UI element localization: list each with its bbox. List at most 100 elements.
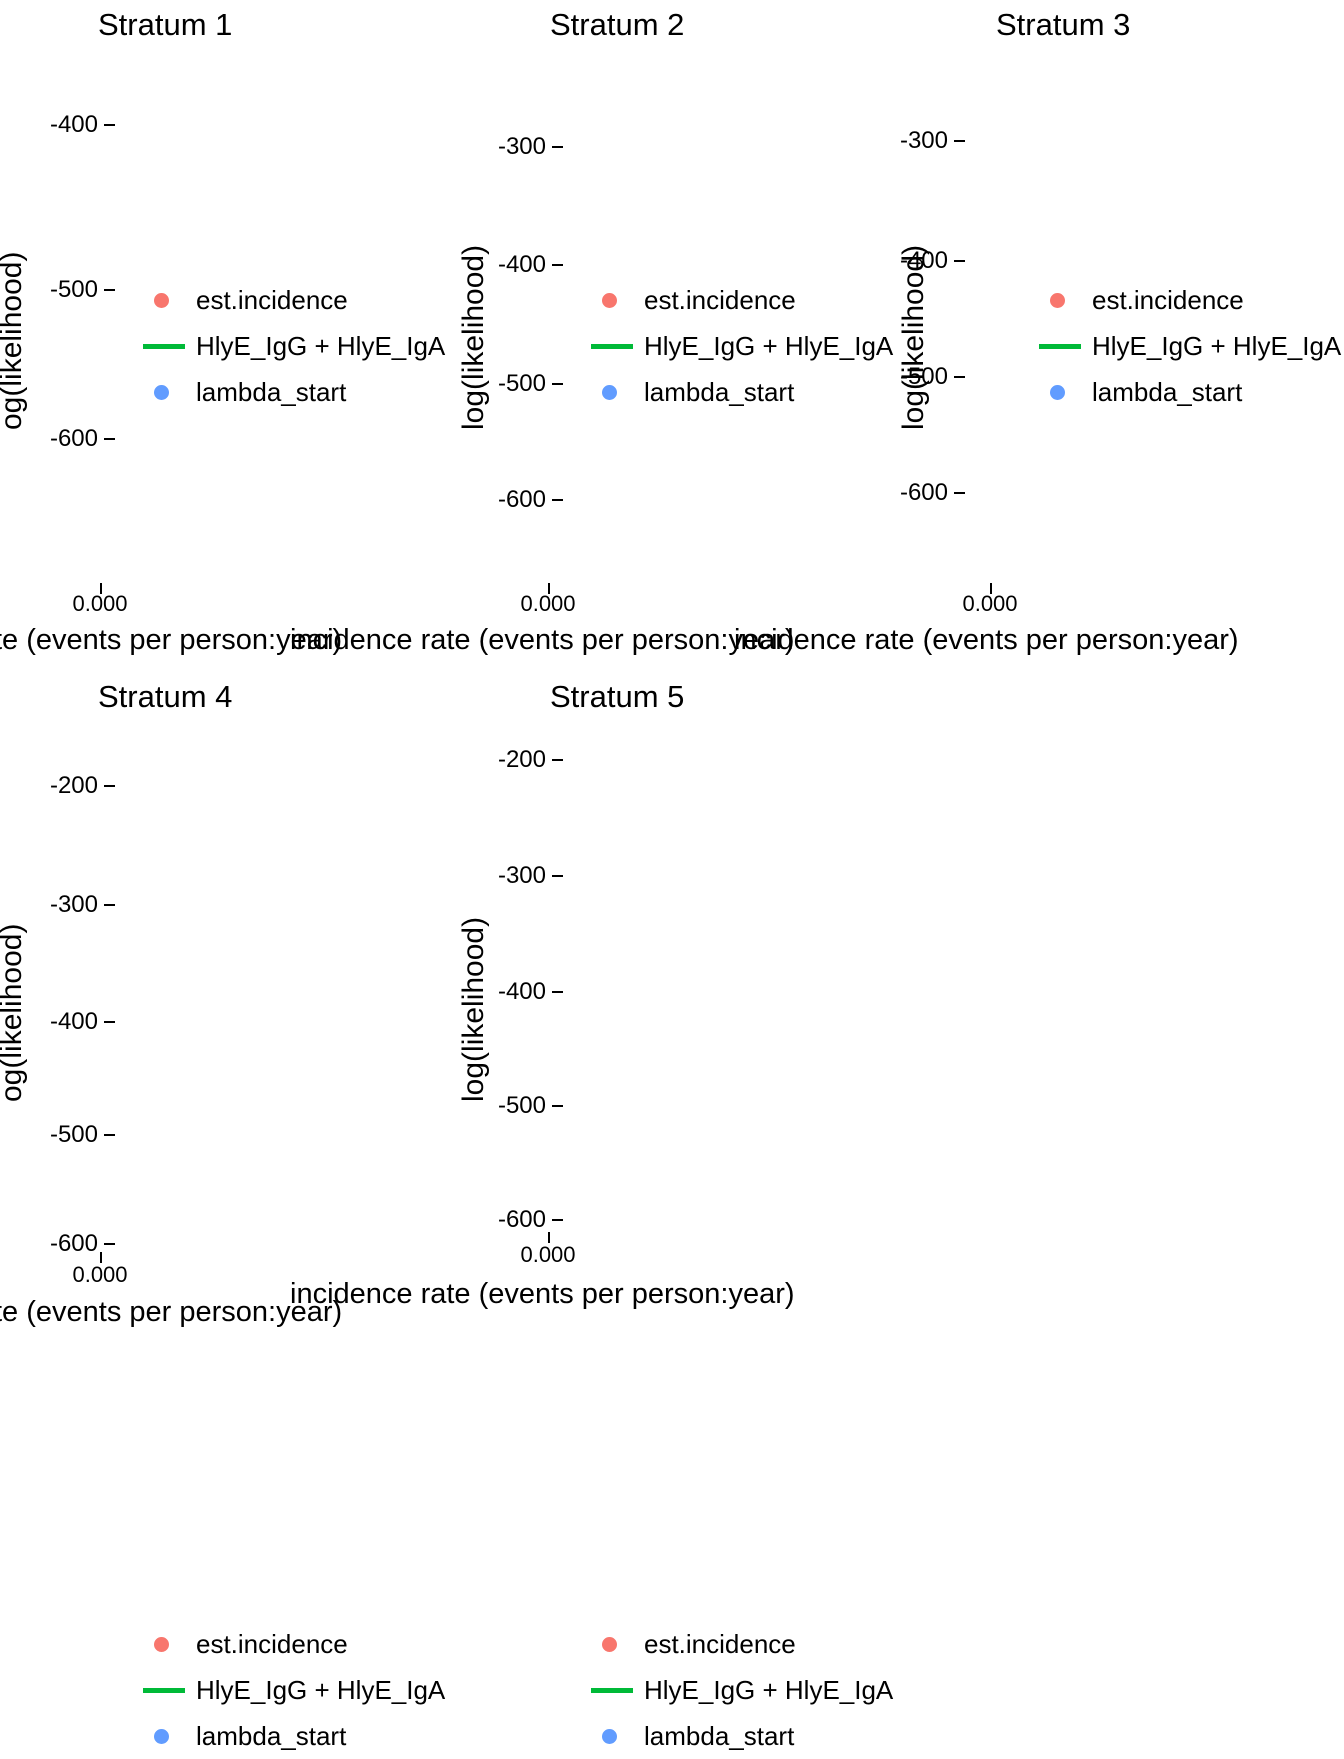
hlye-line-icon — [143, 1688, 185, 1693]
panel-stratum-4: Stratum 4 og(likelihood) -200 -300 -400 … — [0, 672, 448, 1750]
legend-label: HlyE_IgG + HlyE_IgA — [644, 331, 894, 361]
y-tick-label: -600 — [49, 425, 98, 452]
legend-label: HlyE_IgG + HlyE_IgA — [644, 1675, 894, 1705]
est-incidence-dot-icon — [602, 293, 617, 308]
hlye-line-icon — [591, 1688, 633, 1693]
y-tick-mark — [954, 492, 965, 494]
plot-area-stratum-1[interactable] — [118, 60, 448, 585]
legend-key — [140, 277, 186, 323]
x-tick-mark — [100, 1252, 102, 1263]
x-tick-label: 0.000 — [72, 1262, 128, 1287]
y-tick-label: -400 — [899, 247, 948, 274]
legend-key — [1036, 277, 1082, 323]
legend-label: est.incidence — [644, 285, 796, 315]
y-tick-mark — [552, 1105, 563, 1107]
x-axis-title-stratum-2: incidence rate (events per person:year) — [290, 624, 795, 656]
legend-key — [140, 323, 186, 369]
legend-label: lambda_start — [196, 1721, 347, 1751]
y-tick-mark — [104, 124, 115, 126]
y-tick-mark — [552, 499, 563, 501]
y-tick-mark — [104, 1021, 115, 1023]
y-tick-label: -500 — [497, 1092, 546, 1119]
x-tick-label: 0.000 — [520, 591, 576, 616]
y-tick-label: -300 — [497, 133, 546, 160]
y-tick-mark — [954, 260, 965, 262]
y-tick-label: -600 — [49, 1230, 98, 1257]
lambda-start-dot-icon — [154, 385, 169, 400]
legend-label: HlyE_IgG + HlyE_IgA — [196, 331, 446, 361]
panel-stratum-2: Stratum 2 log(likelihood) -300 -400 -500… — [290, 0, 896, 660]
y-tick-mark — [104, 785, 115, 787]
legend-label: HlyE_IgG + HlyE_IgA — [196, 1675, 446, 1705]
y-tick-label: -500 — [49, 276, 98, 303]
panel-stratum-5: Stratum 5 log(likelihood) -200 -300 -400… — [290, 672, 896, 1750]
y-tick-label: -300 — [497, 862, 546, 889]
legend-label: est.incidence — [644, 1629, 796, 1659]
plot-area-stratum-3[interactable] — [970, 60, 1344, 585]
legend-key — [1036, 369, 1082, 415]
y-tick-label: -200 — [49, 772, 98, 799]
y-tick-mark — [552, 264, 563, 266]
y-tick-label: -300 — [899, 127, 948, 154]
legend-key — [140, 369, 186, 415]
legend-label: lambda_start — [196, 377, 347, 407]
legend-label: lambda_start — [644, 1721, 795, 1751]
y-axis-title-stratum-5: log(likelihood) — [457, 916, 490, 1102]
y-tick-mark — [954, 140, 965, 142]
x-axis-title-stratum-4: te (events per person:year) — [0, 1296, 343, 1328]
plot-area-stratum-4[interactable] — [118, 732, 448, 1257]
est-incidence-dot-icon — [1050, 293, 1065, 308]
lambda-start-dot-icon — [602, 385, 617, 400]
y-tick-label: -400 — [49, 1008, 98, 1035]
legend-key — [1036, 323, 1082, 369]
x-tick-label: 0.000 — [72, 591, 128, 616]
x-axis-title-stratum-3: incidence rate (events per person:year) — [734, 624, 1239, 656]
plot-area-stratum-2[interactable] — [566, 60, 896, 585]
panel-title-stratum-5: Stratum 5 — [550, 679, 685, 714]
x-tick-label: 0.000 — [520, 1242, 576, 1267]
panel-title-stratum-3: Stratum 3 — [996, 7, 1131, 42]
est-incidence-dot-icon — [154, 293, 169, 308]
panel-stratum-1: Stratum 1 og(likelihood) -400 -500 -600 … — [0, 0, 448, 660]
legend-key — [588, 1713, 634, 1759]
y-tick-mark — [552, 1219, 563, 1221]
y-tick-mark — [552, 759, 563, 761]
plot-area-stratum-5[interactable] — [566, 732, 896, 1257]
lambda-start-dot-icon — [154, 1729, 169, 1744]
y-tick-mark — [552, 991, 563, 993]
x-tick-mark — [548, 583, 550, 594]
legend-key — [588, 323, 634, 369]
y-tick-mark — [104, 1134, 115, 1136]
legend-label: lambda_start — [1092, 377, 1243, 407]
legend-label: est.incidence — [196, 285, 348, 315]
legend-key — [140, 1621, 186, 1667]
y-tick-mark — [552, 383, 563, 385]
lambda-start-dot-icon — [602, 1729, 617, 1744]
y-tick-mark — [104, 289, 115, 291]
panel-title-stratum-1: Stratum 1 — [98, 7, 233, 42]
y-tick-label: -400 — [49, 111, 98, 138]
x-tick-mark — [548, 1232, 550, 1243]
y-tick-mark — [552, 146, 563, 148]
est-incidence-dot-icon — [154, 1637, 169, 1652]
panel-title-stratum-2: Stratum 2 — [550, 7, 685, 42]
lambda-start-dot-icon — [1050, 385, 1065, 400]
y-tick-mark — [552, 875, 563, 877]
hlye-line-icon — [143, 344, 185, 349]
legend-label: HlyE_IgG + HlyE_IgA — [1092, 331, 1342, 361]
panel-stratum-3: Stratum 3 log(likelihood) -300 -400 -500… — [734, 0, 1344, 660]
hlye-line-icon — [591, 344, 633, 349]
y-tick-label: -300 — [49, 891, 98, 918]
y-tick-mark — [954, 376, 965, 378]
legend-key — [588, 1621, 634, 1667]
legend-key — [588, 369, 634, 415]
x-tick-mark — [100, 583, 102, 594]
y-tick-label: -500 — [899, 363, 948, 390]
panel-title-stratum-4: Stratum 4 — [98, 679, 233, 714]
legend-label: est.incidence — [1092, 285, 1244, 315]
y-tick-label: -500 — [49, 1121, 98, 1148]
legend-key — [588, 1667, 634, 1713]
y-tick-label: -400 — [497, 978, 546, 1005]
y-tick-label: -500 — [497, 370, 546, 397]
x-axis-title-stratum-5: incidence rate (events per person:year) — [290, 1278, 795, 1310]
